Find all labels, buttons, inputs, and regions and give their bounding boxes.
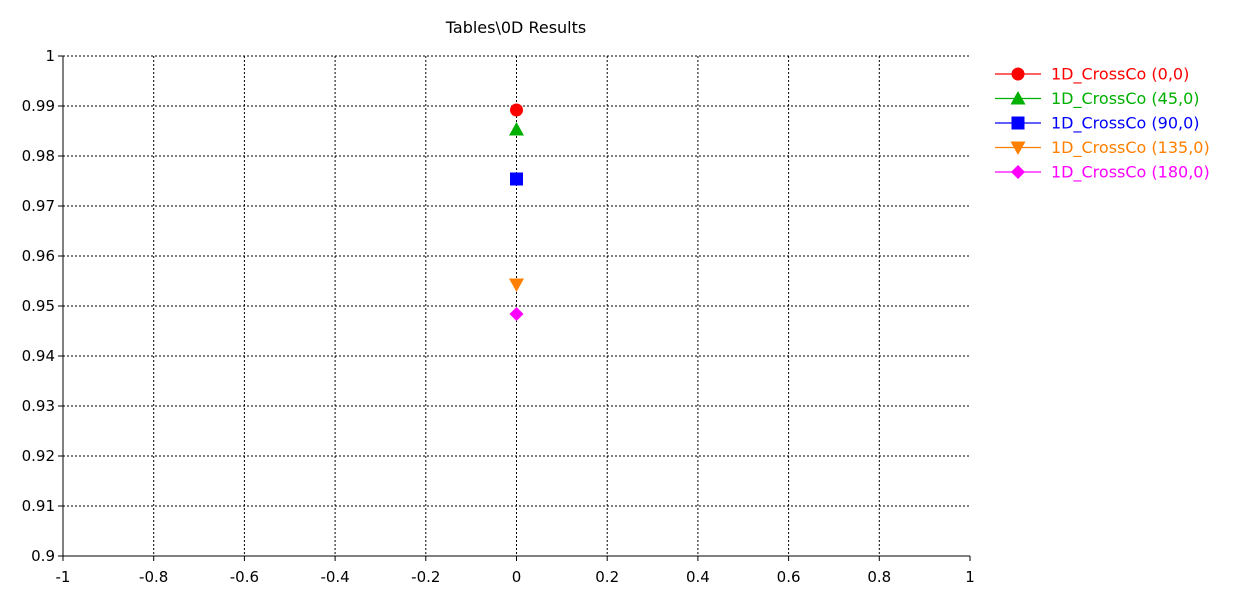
x-axis-ticks: -1 -0.8 -0.6 -0.4 -0.2 0 0.2 0.4 0.6 0.8 1 <box>56 556 975 586</box>
x-tick-label: 1 <box>965 568 975 586</box>
legend-marker-square <box>1011 116 1025 130</box>
y-tick-label: 0.96 <box>22 247 55 265</box>
legend-item[interactable]: 1D_CrossCo (135,0) <box>995 138 1210 158</box>
x-tick-label: -0.4 <box>320 568 349 586</box>
y-tick-label: 0.93 <box>22 397 55 415</box>
legend-marker-triangle-up <box>1010 91 1026 105</box>
y-tick-label: 0.91 <box>22 497 55 515</box>
y-tick-label: 0.95 <box>22 297 55 315</box>
data-points <box>509 103 524 321</box>
legend-item[interactable]: 1D_CrossCo (180,0) <box>995 163 1210 183</box>
y-tick-label: 0.98 <box>22 147 55 165</box>
legend-label: 1D_CrossCo (135,0) <box>1051 138 1210 158</box>
data-point-circle <box>510 103 523 117</box>
x-tick-label: 0 <box>512 568 522 586</box>
data-point-triangle-down <box>509 278 524 292</box>
legend-marker-triangle-down <box>1010 141 1026 155</box>
data-point-square <box>510 172 523 186</box>
x-tick-label: -1 <box>56 568 71 586</box>
y-tick-label: 0.92 <box>22 447 55 465</box>
x-tick-label: -0.6 <box>230 568 259 586</box>
legend-label: 1D_CrossCo (90,0) <box>1051 114 1200 134</box>
legend-label: 1D_CrossCo (0,0) <box>1051 65 1189 85</box>
legend-item[interactable]: 1D_CrossCo (45,0) <box>995 89 1200 109</box>
x-tick-label: -0.2 <box>411 568 440 586</box>
x-tick-label: 0.4 <box>686 568 710 586</box>
legend-item[interactable]: 1D_CrossCo (90,0) <box>995 114 1200 134</box>
data-point-diamond <box>509 307 524 321</box>
legend-label: 1D_CrossCo (45,0) <box>1051 89 1200 109</box>
legend-marker-diamond <box>1011 165 1025 179</box>
x-tick-label: 0.6 <box>777 568 801 586</box>
y-tick-label: 0.9 <box>31 547 55 565</box>
y-axis-ticks: 1 0.99 0.98 0.97 0.96 0.95 0.94 0.93 0.92 0.91 0.9 <box>22 47 63 565</box>
y-tick-label: 1 <box>45 47 55 65</box>
x-tick-label: -0.8 <box>139 568 168 586</box>
legend-item[interactable]: 1D_CrossCo (0,0) <box>995 65 1189 85</box>
y-tick-label: 0.94 <box>22 347 55 365</box>
x-tick-label: 0.8 <box>867 568 891 586</box>
legend[interactable]: 1D_CrossCo (0,0) 1D_CrossCo (45,0) 1D_Cros… <box>995 65 1210 183</box>
legend-marker-circle <box>1011 67 1025 81</box>
chart-title: Tables\0D Results <box>445 18 586 37</box>
y-tick-label: 0.97 <box>22 197 55 215</box>
legend-label: 1D_CrossCo (180,0) <box>1051 163 1210 183</box>
y-tick-label: 0.99 <box>22 97 55 115</box>
data-point-triangle-up <box>509 122 524 136</box>
x-tick-label: 0.2 <box>595 568 619 586</box>
